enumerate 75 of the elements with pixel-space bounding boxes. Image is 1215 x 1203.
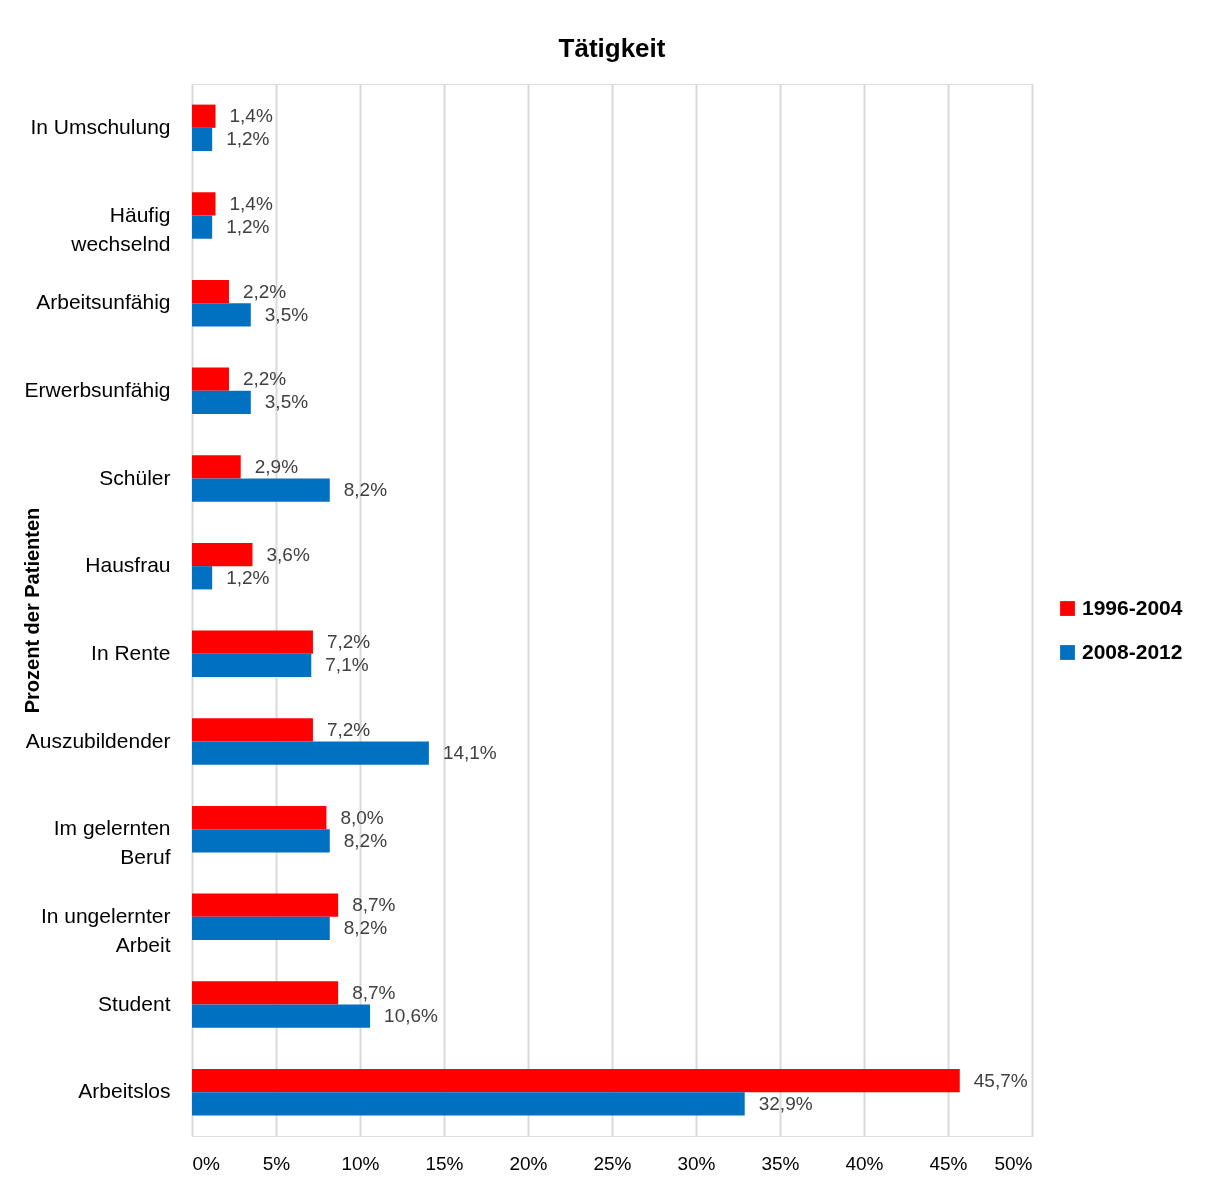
y-tick-label: Auszubildender	[25, 728, 171, 752]
x-tick-label: 50%	[994, 1152, 1033, 1174]
y-tick-label: Im gelernten Beruf	[53, 816, 171, 869]
x-tick-label: 35%	[761, 1152, 800, 1174]
chart-title: Tätigkeit	[558, 33, 666, 63]
bar	[192, 542, 253, 567]
data-label: 2,2%	[242, 368, 287, 390]
data-label: 7,2%	[326, 718, 371, 740]
bar	[192, 916, 330, 941]
y-axis-title: Prozent der Patienten	[20, 507, 43, 714]
x-tick-label: 5%	[262, 1152, 291, 1174]
y-tick-label: Arbeitsunfähig	[36, 290, 171, 314]
data-label: 8,0%	[340, 806, 384, 828]
data-label: 8,2%	[343, 917, 388, 939]
data-label: 1,2%	[226, 216, 270, 238]
bar	[192, 829, 330, 853]
y-tick-label: Hausfrau	[85, 553, 171, 577]
bar	[192, 192, 216, 216]
data-label: 14,1%	[442, 742, 497, 764]
y-tick-label: Arbeitslos	[78, 1079, 171, 1103]
y-tick-label: In ungelernter Arbeit	[40, 903, 171, 956]
bar	[192, 566, 213, 590]
y-tick-label: Erwerbsunfähig	[24, 377, 171, 401]
data-label: 8,7%	[352, 894, 396, 916]
bar	[192, 805, 327, 830]
data-label: 1,2%	[226, 566, 270, 588]
bar	[192, 367, 229, 391]
x-tick-label: 20%	[509, 1152, 548, 1174]
x-tick-label: 45%	[929, 1152, 968, 1174]
x-tick-label: 30%	[677, 1152, 716, 1174]
data-label: 8,2%	[343, 829, 388, 851]
bar	[192, 104, 216, 128]
x-tick-label: 10%	[341, 1152, 380, 1174]
data-label: 45,7%	[973, 1069, 1028, 1091]
data-label: 1,4%	[229, 192, 273, 214]
bar	[192, 893, 339, 917]
x-tick-label: 25%	[593, 1152, 632, 1174]
bar	[192, 741, 429, 765]
y-tick-label: In Umschulung	[30, 114, 171, 138]
data-label: 2,2%	[242, 280, 287, 302]
data-label: 3,5%	[264, 303, 309, 325]
x-tick-label: 15%	[425, 1152, 464, 1174]
bar	[192, 303, 251, 327]
data-label: 7,2%	[326, 631, 371, 653]
bar	[192, 718, 313, 742]
data-label: 32,9%	[758, 1092, 813, 1114]
bar	[192, 653, 312, 678]
data-label: 8,2%	[343, 479, 388, 501]
legend-label: 2008-2012	[1082, 639, 1183, 663]
legend-label: 1996-2004	[1082, 595, 1183, 619]
bar	[192, 478, 330, 502]
bar	[192, 981, 339, 1005]
data-label: 8,7%	[352, 981, 396, 1003]
bar	[192, 1004, 371, 1028]
data-label: 3,6%	[266, 543, 310, 565]
y-tick-label: Schüler	[99, 465, 171, 489]
bar	[192, 390, 251, 415]
bar	[192, 279, 229, 304]
data-label: 10,6%	[384, 1005, 439, 1027]
data-label: 3,5%	[264, 391, 309, 413]
bar	[192, 127, 213, 152]
x-tick-label: 0%	[192, 1152, 221, 1174]
bar	[192, 1068, 960, 1093]
y-tick-label: In Rente	[91, 640, 171, 664]
y-tick-label: Student	[98, 991, 171, 1015]
data-label: 2,9%	[254, 455, 299, 477]
bar	[192, 1092, 745, 1116]
bar	[192, 630, 313, 654]
bar	[192, 215, 213, 239]
bar	[192, 455, 241, 479]
x-tick-label: 40%	[845, 1152, 884, 1174]
y-tick-label: Häufig wechselnd	[70, 202, 171, 255]
data-label: 1,4%	[229, 105, 273, 127]
data-label: 1,2%	[226, 128, 270, 150]
data-label: 7,1%	[325, 654, 369, 676]
